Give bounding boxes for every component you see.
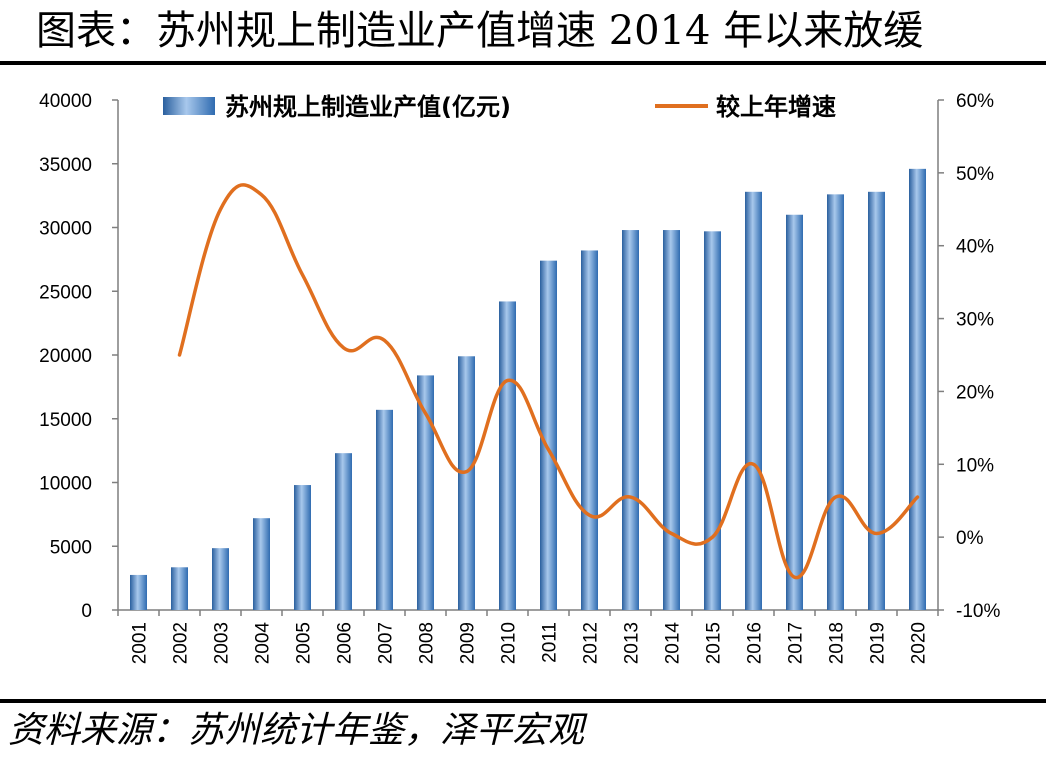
page-title: 图表：苏州规上制造业产值增速 2014 年以来放缓 [36, 8, 924, 54]
left-tick-label: 15000 [39, 410, 92, 431]
chart-legend: 苏州规上制造业产值(亿元) 较上年增速 [163, 93, 836, 121]
right-tick-label: 40% [956, 237, 994, 258]
right-tick-label: 60% [956, 91, 994, 112]
bar [212, 548, 229, 610]
bar [868, 191, 885, 611]
left-tick-label: 25000 [39, 282, 92, 303]
legend-line-label: 较上年增速 [716, 93, 836, 121]
bar [663, 230, 680, 611]
x-tick-label: 2015 [704, 622, 725, 664]
chart: 0 5000 10000 15000 20000 25000 30000 35000 40000… [39, 91, 1000, 664]
x-tick-label: 2005 [294, 622, 315, 664]
x-tick-label: 2004 [253, 622, 274, 665]
bar [540, 260, 557, 610]
x-tick-label: 2018 [827, 622, 848, 664]
growth-line [177, 183, 920, 579]
legend-bar-label: 苏州规上制造业产值(亿元) [225, 93, 511, 121]
left-tick-label: 0 [81, 601, 92, 622]
right-tick-label: 50% [956, 164, 994, 185]
bar [704, 231, 721, 610]
x-tick-label: 2013 [622, 622, 643, 664]
x-tick-label: 2001 [130, 622, 151, 664]
x-tick-label: 2010 [499, 622, 520, 664]
source-note: 资料来源：苏州统计年鉴，泽平宏观 [8, 710, 585, 751]
left-tick-label: 30000 [39, 219, 92, 240]
right-tick-label: 20% [956, 382, 994, 403]
x-tick-label: 2008 [417, 622, 438, 664]
bar [171, 567, 188, 610]
x-tick-label: 2007 [376, 622, 397, 664]
x-tick-label: 2006 [335, 622, 356, 664]
left-tick-label: 35000 [39, 155, 92, 176]
legend-bar-swatch [163, 97, 215, 115]
bar [745, 191, 762, 611]
right-tick-label: 0% [956, 528, 984, 549]
bar [458, 356, 475, 610]
x-tick-label: 2017 [786, 622, 807, 664]
title-divider [0, 61, 1046, 65]
right-tick-label: 10% [956, 455, 994, 476]
bar [581, 250, 598, 610]
bar [417, 375, 434, 610]
right-tick-label: 30% [956, 310, 994, 331]
left-tick-label: 5000 [50, 537, 92, 558]
x-tick-label: 2011 [540, 622, 561, 663]
bar [827, 194, 844, 610]
left-tick-label: 10000 [39, 474, 92, 495]
x-tick-label: 2016 [745, 622, 766, 664]
line-series [177, 183, 920, 579]
source-divider [0, 699, 1046, 703]
bar [622, 230, 639, 611]
bar [253, 518, 270, 610]
bar [376, 409, 393, 610]
x-tick-label: 2009 [458, 622, 479, 664]
left-tick-label: 40000 [39, 91, 92, 112]
bar [335, 453, 352, 610]
x-tick-label: 2003 [212, 622, 233, 664]
x-tick-label: 2020 [909, 622, 930, 664]
right-tick-label: -10% [956, 601, 1000, 622]
x-tick-label: 2014 [663, 622, 684, 665]
bar [294, 485, 311, 610]
bar-series [130, 168, 926, 611]
x-tick-label: 2002 [171, 622, 192, 664]
chart-axes [112, 99, 944, 616]
x-tick-label: 2019 [868, 622, 889, 664]
bar [786, 214, 803, 610]
bar [909, 168, 926, 610]
x-tick-label: 2012 [581, 622, 602, 664]
bar [499, 301, 516, 610]
bar [130, 574, 147, 610]
tick-labels: 0 5000 10000 15000 20000 25000 30000 35000 40000… [39, 91, 1000, 664]
left-tick-label: 20000 [39, 346, 92, 367]
